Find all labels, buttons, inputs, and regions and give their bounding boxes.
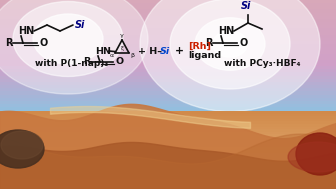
Ellipse shape [1,131,43,159]
Text: HN: HN [218,26,234,36]
Text: with P(1-nap)₃: with P(1-nap)₃ [35,60,109,68]
Text: O: O [39,38,47,48]
Ellipse shape [140,0,320,112]
Ellipse shape [296,133,336,175]
Ellipse shape [0,0,148,94]
Text: R: R [205,38,212,48]
Text: ligand: ligand [188,51,221,60]
Text: β: β [130,53,134,58]
Text: Si: Si [160,46,170,56]
Ellipse shape [0,130,44,168]
Text: ξ: ξ [121,46,124,51]
Text: [Rh]: [Rh] [188,42,211,50]
Ellipse shape [13,2,123,77]
Text: Si: Si [241,1,251,11]
Ellipse shape [170,0,290,89]
Text: γ: γ [120,33,124,37]
Ellipse shape [195,18,265,70]
Text: with PCy₃·HBF₄: with PCy₃·HBF₄ [224,60,300,68]
Text: R: R [5,38,12,48]
Text: Si: Si [75,20,85,30]
Text: HN: HN [95,46,111,56]
Ellipse shape [33,14,103,64]
Ellipse shape [288,142,336,172]
Text: O: O [115,57,123,67]
Text: + H–: + H– [138,46,162,56]
Text: α: α [110,53,114,58]
Text: R: R [83,57,90,67]
Text: HN: HN [18,26,34,36]
Text: O: O [239,38,247,48]
Text: +: + [175,46,184,56]
Ellipse shape [212,31,248,57]
